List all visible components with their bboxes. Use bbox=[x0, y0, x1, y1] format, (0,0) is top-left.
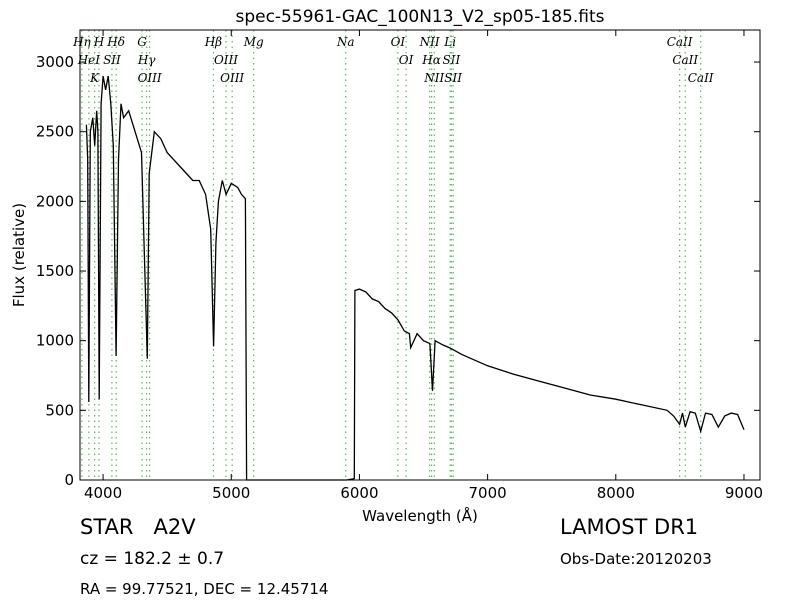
x-tick-label: 9000 bbox=[725, 484, 763, 502]
spectral-line-label: OI bbox=[399, 53, 414, 67]
spectral-line-label: CaII bbox=[688, 71, 714, 85]
y-tick-label: 500 bbox=[45, 401, 74, 419]
y-tick-label: 2000 bbox=[36, 192, 74, 210]
x-tick-label: 4000 bbox=[84, 484, 122, 502]
spectral-line-label: Hβ bbox=[204, 35, 222, 49]
spectral-line-label: OIII bbox=[214, 53, 238, 67]
spectral-line-label: H bbox=[93, 35, 105, 49]
y-tick-label: 3000 bbox=[36, 53, 74, 71]
spectral-line-label: OIII bbox=[138, 71, 162, 85]
spectral-line-label: NII bbox=[423, 71, 444, 85]
chart-title: spec-55961-GAC_100N13_V2_sp05-185.fits bbox=[235, 7, 604, 27]
x-axis-label: Wavelength (Å) bbox=[362, 506, 478, 525]
x-tick-label: 5000 bbox=[212, 484, 250, 502]
spectral-line-label: OI bbox=[391, 35, 406, 49]
y-axis-label: Flux (relative) bbox=[10, 203, 28, 307]
spectral-line-label: Hη bbox=[72, 35, 91, 49]
spectral-line-label: Hα bbox=[421, 53, 441, 67]
object-class: STAR A2V bbox=[80, 515, 196, 539]
spectral-line-label: Hδ bbox=[106, 35, 125, 49]
spectral-line-label: SII bbox=[444, 71, 462, 85]
spectral-line-label: Mg bbox=[243, 35, 264, 49]
spectral-line-label: NII bbox=[419, 35, 440, 49]
spectral-line-label: Li bbox=[443, 35, 456, 49]
spectral-line-label: K bbox=[89, 71, 100, 85]
spectral-line-label: Na bbox=[336, 35, 355, 49]
spectral-line-label: G bbox=[137, 35, 147, 49]
spectral-line-label: Hγ bbox=[137, 53, 156, 67]
x-tick-label: 6000 bbox=[340, 484, 378, 502]
spectral-line-label: SII bbox=[103, 53, 121, 67]
y-tick-label: 1000 bbox=[36, 332, 74, 350]
spectral-line-label: CaII bbox=[667, 35, 693, 49]
y-tick-label: 0 bbox=[64, 471, 74, 489]
survey: LAMOST DR1 bbox=[560, 515, 698, 539]
plot-frame bbox=[79, 29, 761, 481]
redshift: cz = 182.2 ± 0.7 bbox=[80, 549, 224, 569]
spectral-line-label: CaII bbox=[672, 53, 698, 67]
y-tick-label: 2500 bbox=[36, 123, 74, 141]
obs-date: Obs-Date:20120203 bbox=[560, 550, 712, 568]
coordinates: RA = 99.77521, DEC = 12.45714 bbox=[80, 580, 328, 598]
x-tick-label: 8000 bbox=[597, 484, 635, 502]
spectral-line-label: OIII bbox=[220, 71, 244, 85]
spectral-line-label: SII bbox=[442, 53, 460, 67]
x-tick-label: 7000 bbox=[469, 484, 507, 502]
y-tick-label: 1500 bbox=[36, 262, 74, 280]
